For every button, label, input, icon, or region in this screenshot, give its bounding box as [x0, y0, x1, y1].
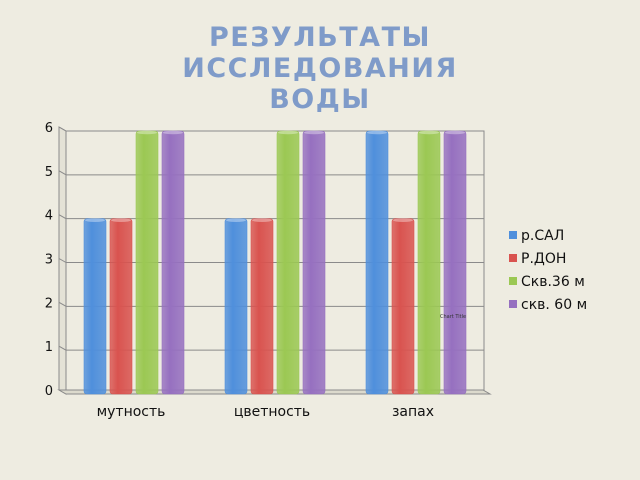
chart-title-line-1: РЕЗУЛЬТАТЫ	[209, 22, 431, 53]
x-category-label: мутность	[97, 404, 166, 420]
legend-label: Скв.36 м	[521, 274, 585, 290]
legend-swatch	[509, 254, 517, 262]
legend-swatch	[509, 231, 517, 239]
bar-highlight	[393, 218, 413, 222]
y-tick-label: 2	[45, 296, 53, 311]
gridline-side	[58, 258, 67, 263]
gridline-side	[58, 214, 67, 220]
y-tick-label: 3	[45, 253, 53, 268]
gridlines	[58, 126, 484, 351]
gridline-side	[58, 301, 67, 307]
bar-highlight	[304, 130, 324, 135]
bar	[224, 218, 248, 395]
bar	[417, 130, 441, 395]
bar	[83, 218, 107, 395]
bar-highlight	[419, 130, 439, 135]
legend-label: скв. 60 м	[521, 297, 587, 313]
y-tick-label: 6	[45, 121, 53, 136]
gridline-side	[58, 345, 67, 351]
bar-highlight	[163, 130, 183, 135]
chart-title-line-2: ИССЛЕДОВАНИЯ	[182, 53, 458, 84]
legend-label: Р.ДОН	[521, 251, 566, 267]
legend-swatch	[509, 277, 517, 285]
legend-label: р.САЛ	[521, 228, 564, 244]
bars	[83, 130, 467, 395]
bar	[109, 218, 133, 395]
legend-swatch	[509, 300, 517, 308]
bar-highlight	[85, 218, 105, 222]
x-category-label: цветность	[234, 404, 310, 420]
bar	[250, 218, 274, 395]
chart-title-line-3: ВОДЫ	[269, 84, 371, 115]
x-axis-categories: мутность цветность запах	[97, 404, 434, 420]
bar-highlight	[111, 218, 131, 222]
y-tick-label: 5	[45, 165, 53, 180]
bar	[276, 130, 300, 395]
bar-highlight	[226, 218, 246, 222]
legend: р.САЛ Р.ДОН Скв.36 м скв. 60 м	[509, 228, 587, 313]
y-tick-label: 4	[45, 209, 53, 224]
bar-highlight	[445, 130, 465, 135]
x-category-label: запах	[392, 404, 434, 420]
chart-title: РЕЗУЛЬТАТЫ ИССЛЕДОВАНИЯ ВОДЫ	[140, 22, 500, 115]
bar	[161, 130, 185, 395]
bar	[391, 218, 415, 395]
bar	[135, 130, 159, 395]
y-tick-label: 1	[45, 340, 53, 355]
y-tick-label: 0	[45, 384, 53, 399]
inner-chart-title-label: Chart Title	[440, 314, 466, 320]
bar-highlight	[252, 218, 272, 222]
gridline-side	[58, 170, 67, 176]
bar	[365, 130, 389, 395]
gridline-side	[58, 126, 67, 132]
bar-highlight	[367, 130, 387, 135]
bar-highlight	[278, 130, 298, 135]
y-axis-ticks: 0 1 2 3 4 5 6	[45, 121, 53, 399]
bar	[302, 130, 326, 395]
bar-highlight	[137, 130, 157, 135]
bar	[443, 130, 467, 395]
